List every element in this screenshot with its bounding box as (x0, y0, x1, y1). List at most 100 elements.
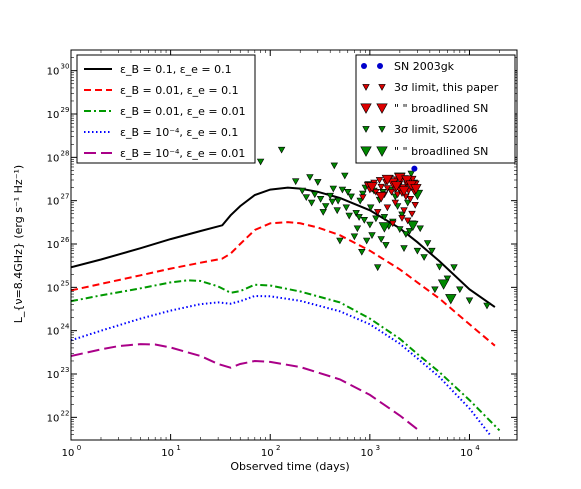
marker-limit-s2006 (334, 197, 342, 205)
marker-limit-s2006 (333, 207, 341, 215)
marker-limit-s2006 (352, 210, 360, 217)
marker-s2006-broadlined (445, 294, 457, 305)
series-line-4 (71, 294, 491, 436)
legend-marker-limit_this_paper (378, 84, 386, 91)
marker-this-paper-broadlined (410, 184, 422, 195)
marker-limit-s2006 (416, 225, 424, 233)
marker-limit-s2006 (403, 199, 412, 207)
marker-limit-s2006 (380, 214, 389, 221)
marker-limit-s2006 (291, 178, 300, 186)
marker-limit-s2006 (366, 221, 374, 229)
marker-limit-s2006 (355, 214, 363, 221)
marker-limit-this-paper (375, 177, 384, 184)
marker-limit-this-paper (359, 194, 367, 202)
marker-limit-s2006 (298, 187, 307, 195)
plot-frame (70, 49, 518, 441)
marker-limit-s2006 (402, 231, 410, 238)
marker-limit-s2006 (360, 217, 369, 224)
marker-limit-s2006 (443, 275, 452, 283)
legend-models-box (76, 54, 256, 164)
marker-limit-s2006 (329, 185, 338, 193)
marker-limit-s2006 (311, 191, 319, 199)
y-tick-label: 10 (47, 110, 60, 121)
legend-label-1: ε_B = 0.1, ε_e = 0.1 (120, 63, 232, 76)
marker-limit-s2006 (330, 162, 339, 170)
legend-marker-limit_s2006 (378, 126, 386, 133)
marker-limit-s2006 (319, 209, 327, 216)
marker-limit-this-paper (398, 215, 406, 222)
marker-limit-s2006 (338, 186, 347, 194)
marker-limit-s2006 (377, 236, 385, 243)
legend-label-2: ε_B = 0.01, ε_e = 0.1 (120, 84, 239, 97)
marker-s2006-broadlined (378, 222, 391, 233)
marker-limit-s2006 (328, 198, 337, 206)
marker-limit-s2006 (358, 249, 366, 256)
marker-limit-s2006 (307, 199, 316, 207)
y-tick-label: 10 (47, 240, 60, 251)
marker-limit-s2006 (306, 174, 314, 181)
marker-limit-this-paper (400, 207, 408, 215)
marker-this-paper-broadlined (375, 192, 387, 203)
marker-limit-this-paper (391, 199, 400, 207)
marker-limit-s2006 (413, 247, 422, 255)
marker-limit-s2006 (302, 194, 311, 202)
x-tick-exponent: 1 (176, 444, 180, 452)
marker-limit-this-paper (411, 202, 419, 209)
y-tick-label: 10 (47, 67, 60, 78)
marker-s2006-broadlined (407, 220, 419, 232)
marker-limit-s2006 (368, 232, 376, 240)
y-tick-exponent: 27 (61, 193, 70, 201)
marker-limit-s2006 (396, 226, 404, 234)
legend-label-limit_this_paper: 3σ limit, this paper (394, 81, 499, 94)
marker-limit-s2006 (435, 263, 444, 271)
y-tick-label: 10 (47, 413, 60, 424)
series-line-1 (71, 186, 496, 308)
marker-limit-this-paper (403, 217, 412, 225)
series-line-2 (71, 221, 496, 347)
legend-label-sn2003gk: SN 2003gk (394, 60, 455, 73)
marker-limit-this-paper (406, 196, 415, 203)
y-tick-exponent: 22 (61, 409, 70, 417)
y-tick-label: 10 (47, 153, 60, 164)
marker-limit-s2006 (314, 179, 322, 186)
marker-limit-s2006 (407, 170, 415, 178)
marker-limit-s2006 (465, 297, 474, 305)
marker-limit-s2006 (336, 237, 344, 245)
marker-limit-s2006 (321, 203, 330, 210)
legend-label-limit_s2006_broadlined: " " broadlined SN (394, 145, 488, 158)
y-tick-label: 10 (47, 283, 60, 294)
y-tick-label: 10 (47, 327, 60, 338)
marker-limit-s2006 (405, 228, 414, 235)
legend-label-4: ε_B = 10⁻⁴, ε_e = 0.1 (120, 126, 238, 139)
marker-limit-s2006 (431, 286, 439, 294)
marker-this-paper-broadlined (390, 181, 403, 192)
marker-limit-s2006 (342, 204, 351, 212)
marker-limit-s2006 (350, 233, 359, 241)
legend-marker-limit_this_paper_broadlined (376, 103, 388, 114)
legend-marker-limit_s2006_broadlined (376, 146, 388, 157)
marker-limit-s2006 (382, 242, 390, 249)
legend-label-limit_this_paper_broadlined: " " broadlined SN (394, 102, 488, 115)
marker-limit-this-paper (393, 191, 402, 199)
observation-markers (256, 146, 491, 310)
marker-limit-this-paper (389, 220, 397, 228)
marker-limit-s2006 (277, 146, 286, 154)
marker-limit-s2006 (420, 254, 428, 261)
y-tick-exponent: 26 (61, 236, 70, 244)
legend-marker-limit_s2006_broadlined (360, 146, 372, 157)
legend-marker-sn2003gk (361, 63, 367, 69)
x-tick-exponent: 0 (77, 444, 81, 452)
legend-marker-limit_s2006 (362, 126, 370, 133)
legend-observations: SN 2003gk 3σ limit, this paper " " broadli… (355, 54, 516, 164)
legend-label-5: ε_B = 10⁻⁴, ε_e = 0.01 (120, 147, 245, 160)
x-tick-label: 10 (360, 448, 373, 459)
marker-this-paper-broadlined (398, 186, 410, 197)
marker-s2006-broadlined (437, 279, 450, 290)
marker-this-paper-broadlined (366, 182, 378, 193)
legend-marker-limit_this_paper (362, 84, 370, 91)
marker-limit-this-paper (383, 185, 392, 192)
x-tick-exponent: 4 (475, 444, 480, 452)
marker-limit-this-paper (373, 209, 382, 216)
